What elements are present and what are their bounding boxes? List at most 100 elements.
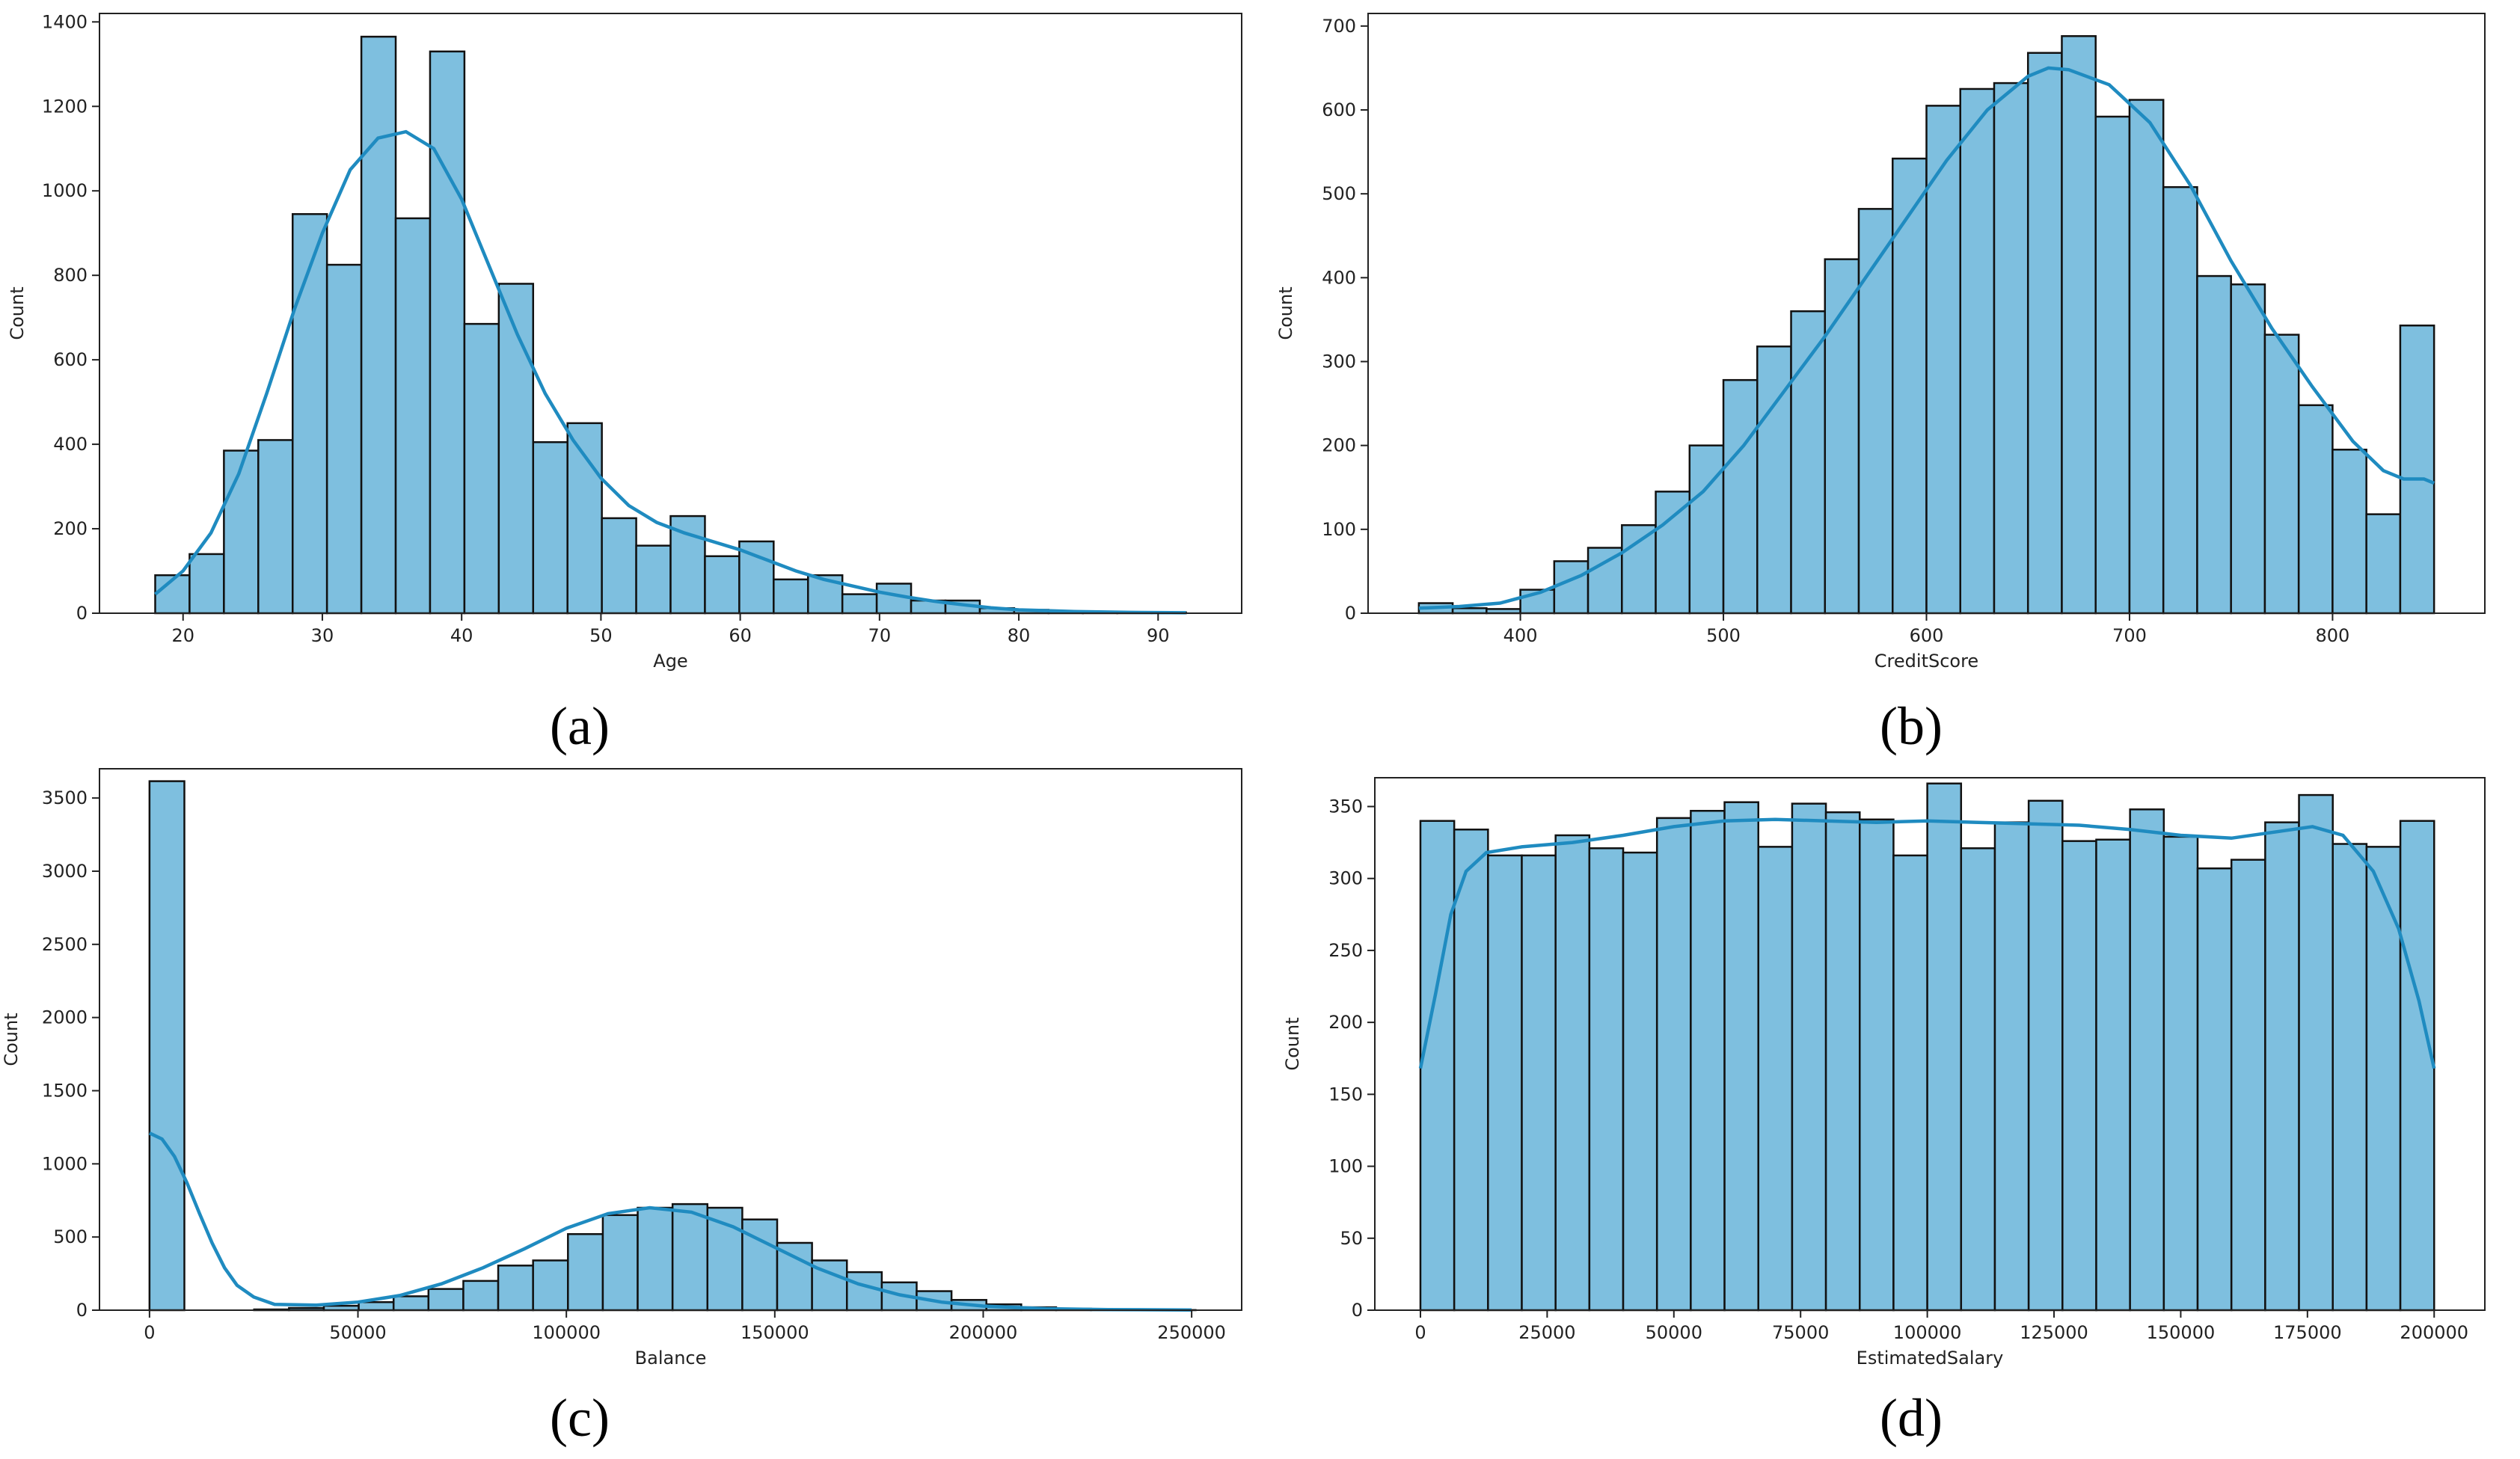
bar-a-3 <box>257 439 294 615</box>
x-tick-label-d-8: 200000 <box>2400 1322 2468 1343</box>
y-tick-label-d-0: 0 <box>1352 1300 1363 1321</box>
bar-c-8 <box>427 1288 465 1312</box>
bar-b-4 <box>1553 560 1589 615</box>
bar-a-18 <box>773 578 809 615</box>
bar-c-12 <box>567 1232 604 1312</box>
bar-d-8 <box>1690 810 1726 1312</box>
x-tick-label-b-0: 400 <box>1503 625 1538 646</box>
y-tick-label-a-3: 600 <box>53 349 88 370</box>
bar-c-15 <box>671 1202 709 1312</box>
bar-d-27 <box>2332 843 2368 1312</box>
x-tick-label-c-4: 200000 <box>949 1322 1018 1343</box>
chart-b: 400 500 600 700 800 0 100 200 300 400 500 600 700 Cre… <box>1275 13 2486 672</box>
bar-b-7 <box>1655 491 1691 615</box>
y-axis-label-d: Count <box>1282 1017 1303 1070</box>
bar-a-2 <box>223 449 260 615</box>
y-tick-label-d-4: 200 <box>1328 1012 1363 1033</box>
chart-a: 20 30 40 50 60 70 80 90 0 200 400 600 800 1000 1200 140… <box>7 11 1242 672</box>
bar-d-17 <box>1993 821 2030 1312</box>
x-tick-label-b-1: 500 <box>1706 625 1741 646</box>
y-tick-label-d-6: 300 <box>1328 868 1363 889</box>
bar-d-26 <box>2298 793 2334 1312</box>
bar-a-13 <box>601 517 637 615</box>
kde-line-c <box>148 1131 1192 1312</box>
plot-frame-c <box>99 768 1242 1311</box>
y-tick-label-c-0: 0 <box>76 1300 88 1321</box>
bar-b-29 <box>2399 325 2435 615</box>
bar-d-12 <box>1824 811 1861 1312</box>
bar-b-21 <box>2128 99 2165 615</box>
bar-d-23 <box>2196 867 2233 1312</box>
bar-d-28 <box>2365 846 2402 1312</box>
bar-a-10 <box>497 283 535 615</box>
x-tick-label-c-2: 100000 <box>532 1322 601 1343</box>
x-tick-label-a-1: 30 <box>311 625 334 646</box>
y-tick-label-a-5: 1000 <box>42 180 88 201</box>
x-axis-label-c: Balance <box>635 1348 707 1369</box>
x-tick-label-a-3: 50 <box>589 625 613 646</box>
kde-line-d <box>1418 817 2436 1069</box>
y-tick-label-c-6: 3000 <box>42 861 88 882</box>
y-tick-label-a-4: 800 <box>53 265 88 286</box>
x-tick-label-a-2: 40 <box>450 625 473 646</box>
y-tick-label-d-2: 100 <box>1328 1156 1363 1177</box>
y-tick-label-b-6: 600 <box>1322 99 1356 120</box>
bar-b-19 <box>2061 35 2097 615</box>
y-tick-label-a-2: 400 <box>53 434 88 455</box>
caption-c: (c) <box>550 1388 610 1448</box>
y-tick-label-b-7: 700 <box>1322 16 1356 37</box>
y-tick-label-b-4: 400 <box>1322 267 1356 288</box>
bar-d-0 <box>1419 820 1456 1312</box>
bar-b-27 <box>2332 449 2367 615</box>
bar-a-7 <box>394 217 432 615</box>
bar-a-20 <box>841 593 878 615</box>
y-tick-label-c-7: 3500 <box>42 787 88 808</box>
bar-b-23 <box>2196 274 2232 615</box>
bar-d-21 <box>2129 808 2165 1312</box>
bar-c-14 <box>637 1206 674 1312</box>
plot-frame-d <box>1374 777 2486 1311</box>
bar-b-24 <box>2230 283 2266 615</box>
x-tick-label-a-5: 70 <box>868 625 892 646</box>
bar-a-9 <box>463 322 500 615</box>
bar-d-25 <box>2264 821 2300 1312</box>
x-tick-label-a-4: 60 <box>729 625 752 646</box>
x-tick-label-a-7: 90 <box>1147 625 1170 646</box>
bar-b-14 <box>1892 157 1928 615</box>
bar-b-12 <box>1824 258 1860 615</box>
bar-b-1 <box>1451 607 1488 615</box>
x-tick-label-a-6: 80 <box>1008 625 1031 646</box>
bar-d-13 <box>1859 818 1895 1312</box>
kde-line-b <box>1418 66 2435 610</box>
x-tick-label-c-1: 50000 <box>329 1322 386 1343</box>
y-tick-label-c-4: 2000 <box>42 1007 88 1028</box>
bar-b-9 <box>1722 378 1759 615</box>
bar-d-2 <box>1487 854 1523 1312</box>
x-axis-label-d: EstimatedSalary <box>1857 1348 2004 1369</box>
kde-line-a <box>154 129 1186 615</box>
y-tick-label-a-0: 0 <box>76 603 88 624</box>
x-tick-label-b-3: 700 <box>2112 625 2147 646</box>
x-tick-label-d-7: 175000 <box>2273 1322 2342 1343</box>
bar-c-6 <box>358 1300 395 1312</box>
caption-d: (d) <box>1880 1388 1943 1448</box>
bar-b-16 <box>1959 87 1996 615</box>
x-tick-label-c-5: 250000 <box>1157 1322 1226 1343</box>
y-tick-label-d-7: 350 <box>1328 796 1363 817</box>
bar-c-10 <box>497 1265 534 1312</box>
bar-d-29 <box>2399 820 2435 1312</box>
chart-c: 0 50000 100000 150000 200000 250000 0 500 1000 15… <box>1 768 1242 1369</box>
bar-c-0 <box>148 780 186 1312</box>
bar-d-4 <box>1554 834 1591 1312</box>
bar-b-13 <box>1857 208 1894 615</box>
caption-b: (b) <box>1880 696 1943 756</box>
x-axis-label-b: CreditScore <box>1874 651 1978 672</box>
x-tick-label-d-6: 150000 <box>2147 1322 2216 1343</box>
chart-d: 0 25000 50000 75000 100000 125000 150000 175000… <box>1282 777 2486 1369</box>
bar-d-7 <box>1655 817 1692 1312</box>
bar-d-3 <box>1521 854 1557 1312</box>
bar-d-15 <box>1926 782 1963 1312</box>
x-tick-label-d-3: 75000 <box>1772 1322 1829 1343</box>
y-tick-label-c-5: 2500 <box>42 934 88 955</box>
